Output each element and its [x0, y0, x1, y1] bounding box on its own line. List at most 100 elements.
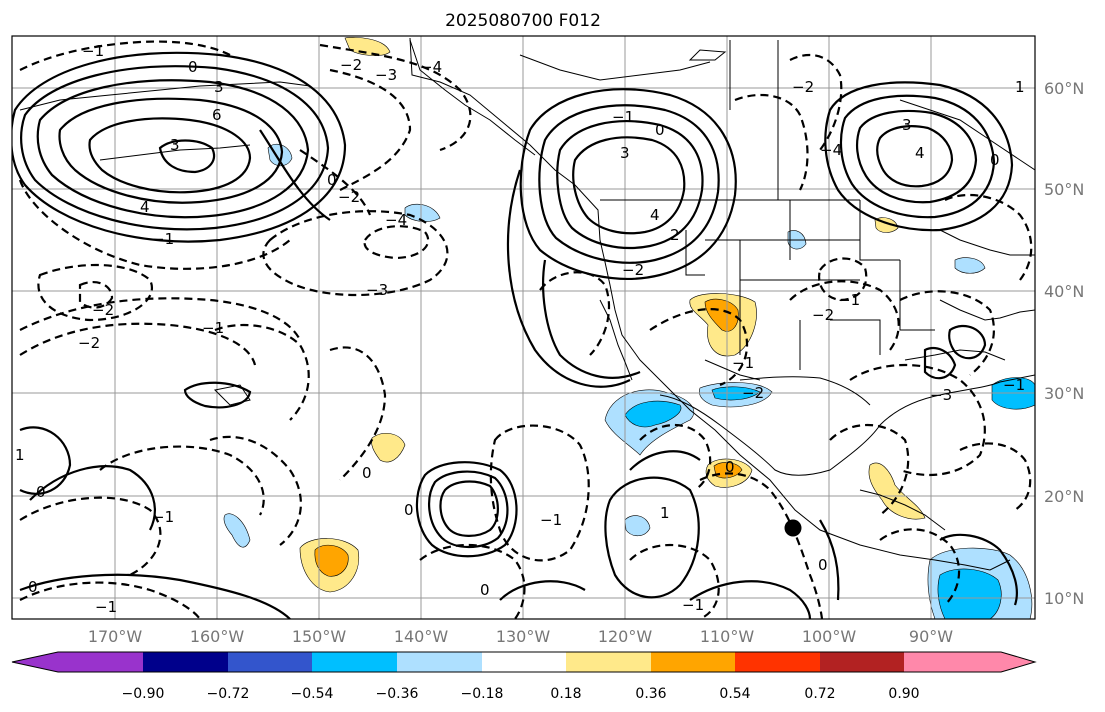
colorbar-segment — [566, 652, 651, 672]
colorbar-segments — [12, 652, 1035, 672]
contour-label: 0 — [480, 581, 490, 599]
contour-label: 4 — [915, 144, 925, 162]
zero-contours — [29, 129, 840, 601]
colorbar-tick-label: −0.36 — [376, 686, 419, 702]
contour-label: 4 — [650, 206, 660, 224]
shaded-anomalies — [223, 37, 1035, 619]
lon-label: 140°W — [394, 627, 449, 646]
lon-label: 170°W — [88, 627, 143, 646]
graticule — [12, 36, 1035, 619]
contour-label: 1 — [15, 446, 25, 464]
shade-blue-pacific-small — [624, 515, 651, 537]
contour-label: −3 — [366, 281, 388, 299]
contour-label: 0 — [36, 483, 46, 501]
contour-label: −1 — [1003, 376, 1025, 394]
colorbar-segment — [312, 652, 397, 672]
contour-label: −1 — [95, 598, 117, 616]
contour-label: 0 — [990, 151, 1000, 169]
contour-label: 3 — [902, 116, 912, 134]
negative-contours — [18, 40, 1033, 619]
latitude-labels: 60°N 50°N 40°N 30°N 20°N 10°N — [1044, 79, 1084, 608]
contour-label: −4 — [385, 211, 407, 229]
contour-label: −4 — [820, 141, 842, 159]
colorbar-segment — [820, 652, 904, 672]
colorbar-segment — [735, 652, 820, 672]
shade-yellow-top — [344, 37, 391, 56]
contour-label: 0 — [28, 578, 38, 596]
contour-label: 1 — [660, 504, 670, 522]
political-borders — [600, 40, 935, 381]
shade-yellow-gulf-east — [868, 462, 926, 520]
positive-contours — [12, 51, 1018, 619]
colorbar-outline — [11, 651, 1037, 673]
colorbar-extend-high — [1001, 652, 1035, 672]
lon-label: 100°W — [802, 627, 857, 646]
colorbar-tick-label: −0.72 — [207, 686, 250, 702]
shade-orange-mexico — [713, 462, 743, 479]
shade-blue-aleutian — [267, 143, 293, 167]
colorbar-segment — [58, 652, 143, 672]
contour-label: −3 — [375, 66, 397, 84]
lon-label: 120°W — [598, 627, 653, 646]
colorbar-ticks: −0.90 −0.72 −0.54 −0.36 −0.18 0.18 0.36 … — [122, 686, 920, 702]
lat-label: 40°N — [1044, 282, 1084, 301]
colorbar-tick-label: −0.54 — [291, 686, 334, 702]
shade-yellow-hawaii — [371, 432, 406, 463]
contour-label: −2 — [812, 306, 834, 324]
contour-label: 0 — [655, 121, 665, 139]
contour-label: −2 — [340, 56, 362, 74]
colorbar-tick-label: 0.72 — [804, 686, 835, 702]
contour-label: −1 — [732, 354, 754, 372]
contour-label: −1 — [838, 291, 860, 309]
colorbar-tick-label: 0.54 — [719, 686, 750, 702]
shade-orange-newmexico — [704, 298, 739, 332]
colorbar-extend-low — [12, 652, 58, 672]
contour-label: −2 — [338, 188, 360, 206]
shade-orange-pacific — [314, 544, 349, 577]
colorbar-segment — [482, 652, 566, 672]
contour-label: 4 — [140, 198, 150, 216]
contour-label: 6 — [212, 106, 222, 124]
contour-label: 2 — [670, 226, 680, 244]
lat-label: 30°N — [1044, 384, 1084, 403]
colorbar-segment — [904, 652, 1001, 672]
shade-blue-pacific-west — [223, 513, 251, 548]
lon-label: 150°W — [292, 627, 347, 646]
map-frame — [11, 35, 1036, 620]
colorbar-tick-label: −0.90 — [122, 686, 165, 702]
colorbar-tick-label: 0.18 — [550, 686, 581, 702]
colorbar-segment — [228, 652, 312, 672]
contour-label: −3 — [930, 386, 952, 404]
contour-label: −1 — [682, 596, 704, 614]
lat-label: 10°N — [1044, 589, 1084, 608]
lon-label: 90°W — [909, 627, 953, 646]
contour-label: 0 — [725, 458, 735, 476]
contour-label: −2 — [78, 334, 100, 352]
contour-label: −4 — [420, 58, 442, 76]
colorbar: −0.90 −0.72 −0.54 −0.36 −0.18 0.18 0.36 … — [11, 651, 1037, 702]
lat-label: 20°N — [1044, 487, 1084, 506]
colorbar-segment — [143, 652, 228, 672]
lon-label: 160°W — [190, 627, 245, 646]
contour-label: 0 — [404, 501, 414, 519]
contour-label: 0 — [188, 58, 198, 76]
contour-label: 3 — [620, 144, 630, 162]
lat-label: 60°N — [1044, 79, 1084, 98]
longitude-labels: 170°W 160°W 150°W 140°W 130°W 120°W 110°… — [88, 627, 953, 646]
shade-cyan-central-am — [937, 568, 1002, 619]
contour-label: 1 — [1015, 78, 1025, 96]
contour-label: 0 — [327, 171, 337, 189]
contour-label: −1 — [152, 508, 174, 526]
lat-label: 50°N — [1044, 180, 1084, 199]
contour-label: −2 — [742, 384, 764, 402]
map-area: −1 0 3 6 −2 −3 −4 −3 −2 −1 −2 3 −4 −2 4 … — [12, 36, 1035, 619]
contour-labels: −1 0 3 6 −2 −3 −4 −3 −2 −1 −2 3 −4 −2 4 … — [15, 42, 1025, 616]
contour-label: −1 — [82, 42, 104, 60]
location-marker — [784, 519, 802, 537]
lon-label: 130°W — [496, 627, 551, 646]
colorbar-segment — [397, 652, 482, 672]
contour-label: −2 — [622, 261, 644, 279]
shade-blue-hudson — [954, 257, 986, 274]
map-title: 2025080700 F012 — [445, 11, 601, 31]
